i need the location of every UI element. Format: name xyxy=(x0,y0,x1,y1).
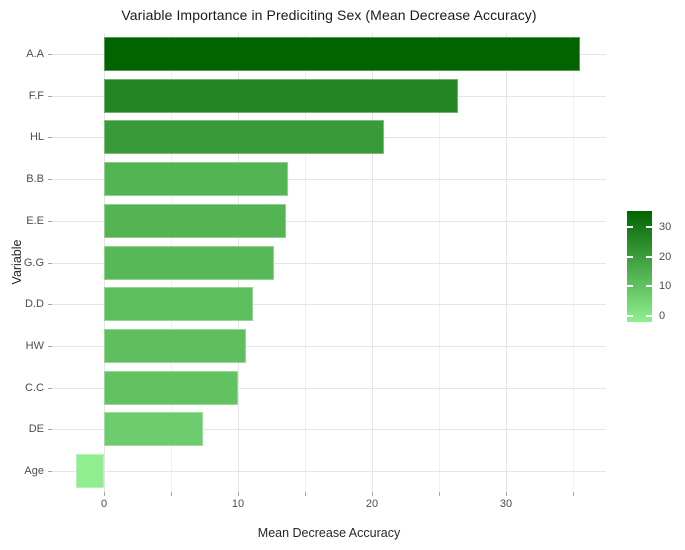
x-tick-mark xyxy=(238,492,239,496)
y-tick-label: D.D xyxy=(25,298,44,310)
y-tick-label: A.A xyxy=(26,48,44,60)
y-major-gridline xyxy=(52,471,606,472)
y-tick-label: Age xyxy=(24,465,44,477)
y-tick-label: F.F xyxy=(28,90,44,102)
legend-tick-mark xyxy=(646,315,652,317)
x-tick-mark xyxy=(171,492,172,496)
legend-tick-label: 30 xyxy=(659,221,672,233)
x-tick-label: 10 xyxy=(231,498,245,510)
x-tick-mark xyxy=(573,492,574,496)
x-tick-label: 0 xyxy=(100,498,108,510)
y-tick-mark xyxy=(48,471,52,472)
y-tick-mark xyxy=(48,429,52,430)
y-tick-mark xyxy=(48,304,52,305)
x-tick-mark xyxy=(439,492,440,496)
y-tick-mark xyxy=(48,54,52,55)
y-major-gridline xyxy=(52,263,606,264)
bar xyxy=(76,454,104,488)
x-major-gridline xyxy=(372,33,374,492)
y-major-gridline xyxy=(52,179,606,180)
y-tick-mark xyxy=(48,137,52,138)
plot-panel xyxy=(52,33,606,492)
x-axis-title: Mean Decrease Accuracy xyxy=(257,526,401,540)
x-minor-gridline xyxy=(439,33,441,492)
legend-tick-mark xyxy=(646,226,652,228)
y-tick-label: G.G xyxy=(23,257,44,269)
y-major-gridline xyxy=(52,388,606,389)
bar xyxy=(104,412,203,446)
x-tick-mark xyxy=(104,492,105,496)
y-major-gridline xyxy=(52,221,606,222)
y-major-gridline xyxy=(52,429,606,430)
x-tick-mark xyxy=(305,492,306,496)
y-tick-label: B.B xyxy=(26,173,44,185)
legend-tick-label: 20 xyxy=(659,251,672,263)
bar xyxy=(104,120,384,154)
legend-tick-mark xyxy=(646,256,652,258)
y-major-gridline xyxy=(52,304,606,305)
y-tick-label: E.E xyxy=(26,215,44,227)
legend-tick-label: 0 xyxy=(659,310,666,322)
legend-tick-mark xyxy=(627,315,633,317)
x-tick-mark xyxy=(506,492,507,496)
bar xyxy=(104,371,238,405)
y-major-gridline xyxy=(52,346,606,347)
y-tick-label: HW xyxy=(25,340,44,352)
bar xyxy=(104,79,458,113)
x-minor-gridline xyxy=(573,33,575,492)
x-minor-gridline xyxy=(305,33,307,492)
x-major-gridline xyxy=(506,33,508,492)
legend-gradient-bar xyxy=(627,211,652,322)
bar xyxy=(104,246,274,280)
bar xyxy=(104,204,286,238)
x-tick-label: 30 xyxy=(499,498,513,510)
y-tick-mark xyxy=(48,263,52,264)
y-tick-mark xyxy=(48,388,52,389)
bar xyxy=(104,287,253,321)
y-tick-label: DE xyxy=(28,423,44,435)
y-tick-mark xyxy=(48,346,52,347)
y-tick-mark xyxy=(48,96,52,97)
y-tick-label: HL xyxy=(29,131,44,143)
y-tick-mark xyxy=(48,179,52,180)
y-tick-label: C.C xyxy=(25,382,44,394)
legend-tick-mark xyxy=(646,285,652,287)
legend-tick-mark xyxy=(627,226,633,228)
legend-tick-label: 10 xyxy=(659,280,672,292)
bar xyxy=(104,37,580,71)
x-tick-mark xyxy=(372,492,373,496)
legend-tick-mark xyxy=(627,256,633,258)
bar xyxy=(104,162,288,196)
y-tick-mark xyxy=(48,221,52,222)
x-tick-label: 20 xyxy=(365,498,379,510)
legend-tick-mark xyxy=(627,285,633,287)
chart-title: Variable Importance in Prediciting Sex (… xyxy=(121,7,537,23)
bar xyxy=(104,329,246,363)
